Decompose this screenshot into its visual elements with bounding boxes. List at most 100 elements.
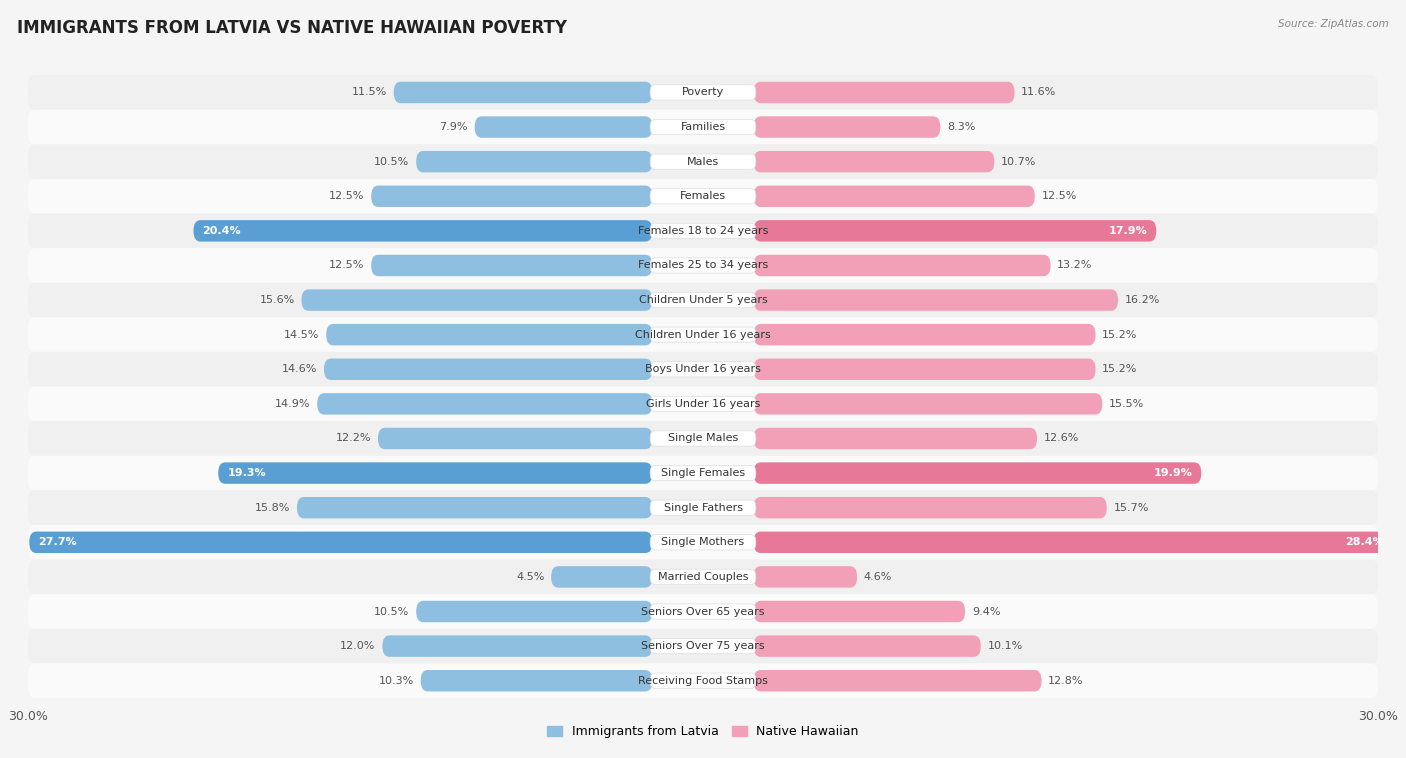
Text: Children Under 16 years: Children Under 16 years (636, 330, 770, 340)
FancyBboxPatch shape (650, 327, 756, 343)
Text: 12.5%: 12.5% (329, 191, 364, 202)
Legend: Immigrants from Latvia, Native Hawaiian: Immigrants from Latvia, Native Hawaiian (543, 720, 863, 744)
FancyBboxPatch shape (754, 151, 994, 172)
FancyBboxPatch shape (28, 352, 1378, 387)
Text: 8.3%: 8.3% (948, 122, 976, 132)
Text: Children Under 5 years: Children Under 5 years (638, 295, 768, 305)
Text: Poverty: Poverty (682, 87, 724, 98)
FancyBboxPatch shape (194, 220, 652, 242)
Text: 27.7%: 27.7% (38, 537, 77, 547)
Text: 15.2%: 15.2% (1102, 365, 1137, 374)
Text: 15.6%: 15.6% (260, 295, 295, 305)
FancyBboxPatch shape (28, 525, 1378, 559)
FancyBboxPatch shape (28, 214, 1378, 248)
FancyBboxPatch shape (650, 154, 756, 169)
FancyBboxPatch shape (650, 465, 756, 481)
Text: Single Mothers: Single Mothers (661, 537, 745, 547)
Text: 13.2%: 13.2% (1057, 261, 1092, 271)
FancyBboxPatch shape (28, 283, 1378, 318)
Text: 10.5%: 10.5% (374, 606, 409, 616)
FancyBboxPatch shape (650, 638, 756, 653)
Text: 15.5%: 15.5% (1109, 399, 1144, 409)
FancyBboxPatch shape (28, 594, 1378, 629)
Text: 19.3%: 19.3% (228, 468, 266, 478)
Text: 11.5%: 11.5% (352, 87, 387, 98)
FancyBboxPatch shape (28, 490, 1378, 525)
Text: 4.6%: 4.6% (863, 572, 893, 582)
Text: 4.5%: 4.5% (516, 572, 544, 582)
FancyBboxPatch shape (754, 82, 1015, 103)
Text: Females 25 to 34 years: Females 25 to 34 years (638, 261, 768, 271)
Text: 15.7%: 15.7% (1114, 503, 1149, 512)
FancyBboxPatch shape (371, 186, 652, 207)
Text: 12.6%: 12.6% (1043, 434, 1080, 443)
FancyBboxPatch shape (371, 255, 652, 276)
Text: 14.6%: 14.6% (281, 365, 318, 374)
Text: 15.2%: 15.2% (1102, 330, 1137, 340)
FancyBboxPatch shape (754, 116, 941, 138)
FancyBboxPatch shape (650, 431, 756, 446)
Text: 14.9%: 14.9% (276, 399, 311, 409)
Text: 7.9%: 7.9% (440, 122, 468, 132)
FancyBboxPatch shape (754, 670, 1042, 691)
FancyBboxPatch shape (551, 566, 652, 587)
Text: 9.4%: 9.4% (972, 606, 1000, 616)
FancyBboxPatch shape (420, 670, 652, 691)
FancyBboxPatch shape (754, 186, 1035, 207)
FancyBboxPatch shape (28, 110, 1378, 144)
FancyBboxPatch shape (382, 635, 652, 657)
FancyBboxPatch shape (28, 559, 1378, 594)
Text: 19.9%: 19.9% (1153, 468, 1192, 478)
Text: Source: ZipAtlas.com: Source: ZipAtlas.com (1278, 19, 1389, 29)
FancyBboxPatch shape (28, 248, 1378, 283)
FancyBboxPatch shape (754, 566, 858, 587)
FancyBboxPatch shape (754, 220, 1156, 242)
Text: 17.9%: 17.9% (1108, 226, 1147, 236)
FancyBboxPatch shape (650, 85, 756, 100)
Text: 15.8%: 15.8% (254, 503, 290, 512)
FancyBboxPatch shape (650, 569, 756, 584)
FancyBboxPatch shape (28, 144, 1378, 179)
FancyBboxPatch shape (650, 293, 756, 308)
Text: Married Couples: Married Couples (658, 572, 748, 582)
FancyBboxPatch shape (754, 290, 1118, 311)
FancyBboxPatch shape (28, 318, 1378, 352)
Text: 10.3%: 10.3% (378, 675, 413, 686)
FancyBboxPatch shape (650, 120, 756, 135)
FancyBboxPatch shape (754, 497, 1107, 518)
FancyBboxPatch shape (754, 428, 1038, 449)
Text: 16.2%: 16.2% (1125, 295, 1160, 305)
Text: Single Females: Single Females (661, 468, 745, 478)
FancyBboxPatch shape (28, 629, 1378, 663)
FancyBboxPatch shape (650, 224, 756, 239)
FancyBboxPatch shape (28, 387, 1378, 421)
FancyBboxPatch shape (301, 290, 652, 311)
FancyBboxPatch shape (394, 82, 652, 103)
FancyBboxPatch shape (754, 462, 1201, 484)
FancyBboxPatch shape (754, 359, 1095, 380)
FancyBboxPatch shape (416, 601, 652, 622)
FancyBboxPatch shape (650, 673, 756, 688)
Text: Single Fathers: Single Fathers (664, 503, 742, 512)
Text: Single Males: Single Males (668, 434, 738, 443)
Text: Males: Males (688, 157, 718, 167)
Text: Receiving Food Stamps: Receiving Food Stamps (638, 675, 768, 686)
FancyBboxPatch shape (650, 362, 756, 377)
FancyBboxPatch shape (416, 151, 652, 172)
FancyBboxPatch shape (28, 421, 1378, 456)
Text: 12.8%: 12.8% (1049, 675, 1084, 686)
FancyBboxPatch shape (650, 189, 756, 204)
Text: 10.1%: 10.1% (987, 641, 1022, 651)
FancyBboxPatch shape (475, 116, 652, 138)
FancyBboxPatch shape (378, 428, 652, 449)
Text: 20.4%: 20.4% (202, 226, 240, 236)
Text: Seniors Over 65 years: Seniors Over 65 years (641, 606, 765, 616)
Text: IMMIGRANTS FROM LATVIA VS NATIVE HAWAIIAN POVERTY: IMMIGRANTS FROM LATVIA VS NATIVE HAWAIIA… (17, 19, 567, 37)
Text: 10.5%: 10.5% (374, 157, 409, 167)
Text: 12.0%: 12.0% (340, 641, 375, 651)
FancyBboxPatch shape (650, 500, 756, 515)
FancyBboxPatch shape (323, 359, 652, 380)
FancyBboxPatch shape (28, 663, 1378, 698)
Text: Females 18 to 24 years: Females 18 to 24 years (638, 226, 768, 236)
FancyBboxPatch shape (754, 601, 965, 622)
